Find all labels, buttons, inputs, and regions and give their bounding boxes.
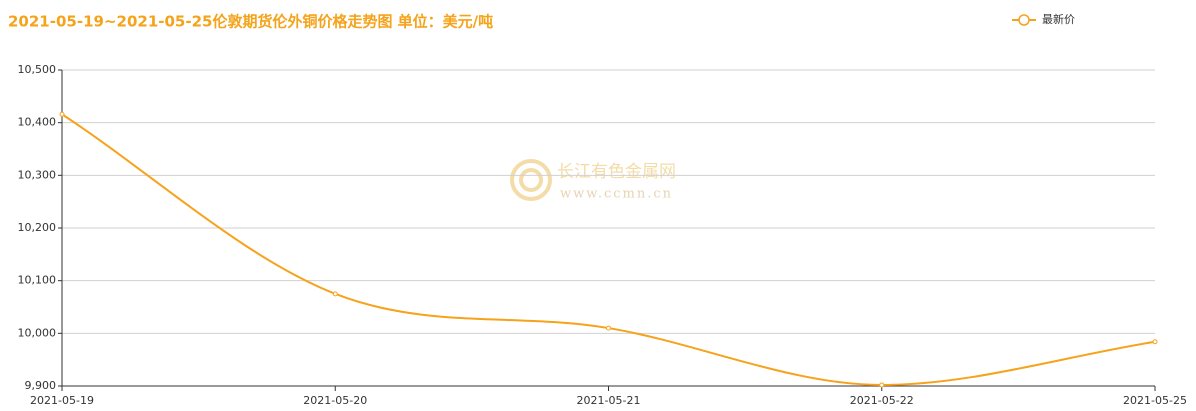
watermark: 长江有色金属网 www.ccmn.cn <box>510 159 676 202</box>
y-tick-label: 10,500 <box>18 63 57 76</box>
legend-marker <box>1018 14 1030 26</box>
chart-title: 2021-05-19~2021-05-25伦敦期货伦外铜价格走势图 单位：美元/… <box>8 13 493 31</box>
point <box>59 111 65 117</box>
y-tick-label: 10,100 <box>18 274 57 287</box>
point <box>606 325 611 331</box>
y-tick-label: 9,900 <box>25 379 57 392</box>
point <box>1152 339 1158 345</box>
x-tick-label: 2021-05-25 <box>1123 394 1187 407</box>
point <box>332 291 338 297</box>
watermark-url: www.ccmn.cn <box>560 187 673 202</box>
line <box>61 113 1156 386</box>
x-tick-label: 2021-05-22 <box>850 394 914 407</box>
watermark-name: 长江有色金属网 <box>557 162 676 182</box>
y-tick-label: 10,400 <box>18 116 57 129</box>
x-tick-label: 2021-05-19 <box>30 394 94 407</box>
y-tick-label: 10,200 <box>18 221 57 234</box>
y-tick-label: 10,300 <box>18 168 57 181</box>
point <box>879 382 885 388</box>
x-tick-label: 2021-05-21 <box>577 394 641 407</box>
legend-label: 最新价 <box>1042 12 1075 26</box>
watermark-logo <box>510 159 552 201</box>
watermark-logo-inner <box>519 168 543 192</box>
x-tick-label: 2021-05-20 <box>303 394 367 407</box>
y-tick-label: 10,000 <box>18 326 57 339</box>
